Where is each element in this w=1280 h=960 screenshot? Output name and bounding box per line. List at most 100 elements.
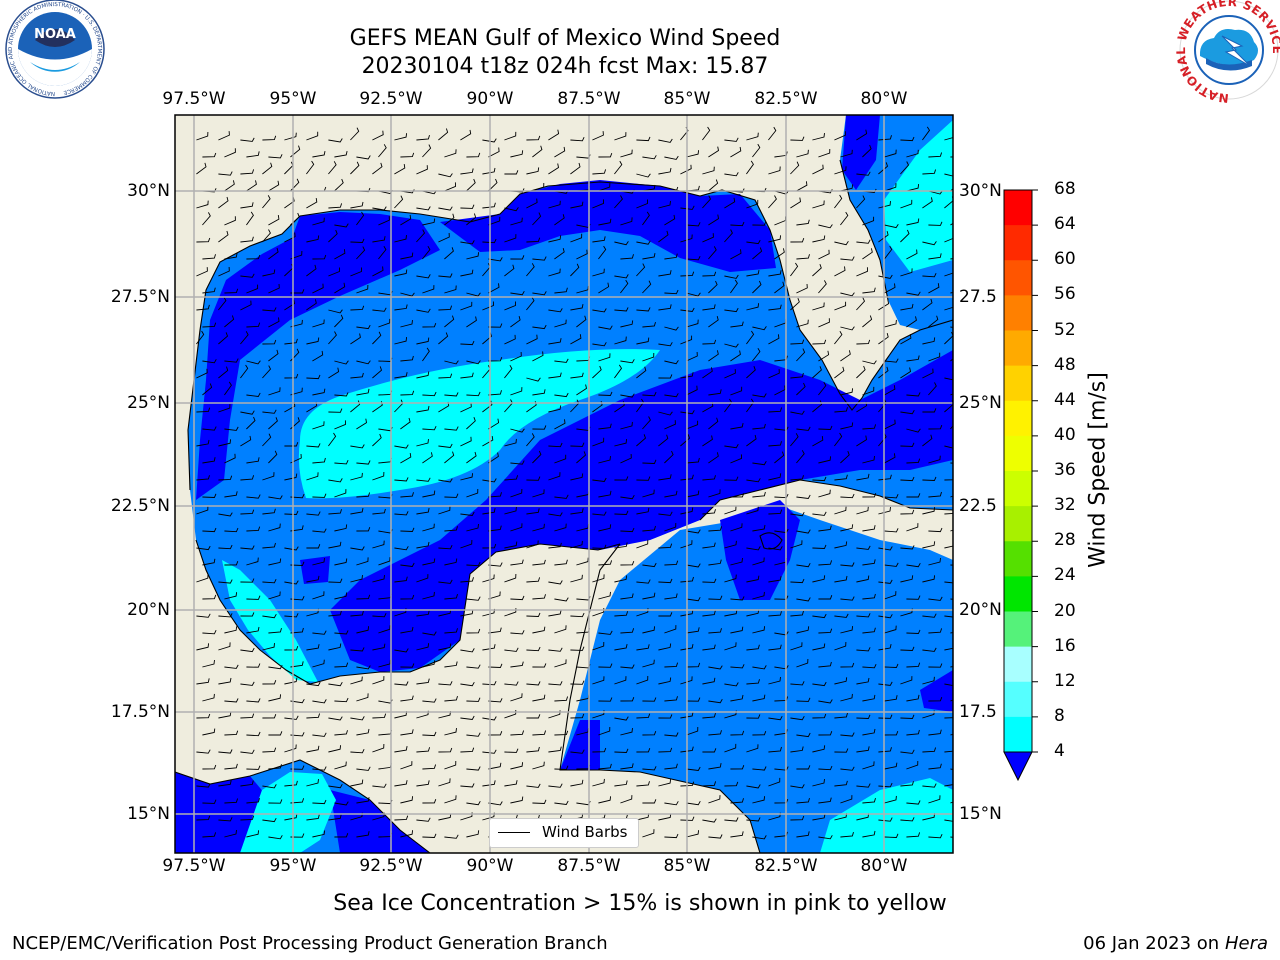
lat-label-left: 30°N	[127, 181, 170, 201]
wind-barb	[202, 832, 217, 838]
wind-barb	[532, 663, 547, 668]
wind-barb	[834, 330, 843, 345]
wind-barb	[416, 817, 431, 822]
wind-barb	[664, 833, 679, 839]
wind-barb	[416, 780, 430, 787]
wind-barb	[680, 712, 694, 719]
wind-barb	[576, 249, 588, 260]
wind-barb	[724, 540, 737, 549]
wind-barb	[576, 451, 587, 464]
wind-barb	[834, 301, 847, 311]
wind-barb	[752, 280, 762, 294]
wind-barb	[592, 574, 605, 583]
wind-barb	[284, 442, 299, 447]
lat-label-left: 22.5°N	[110, 496, 170, 516]
wind-barb	[334, 360, 349, 365]
caribbean-water	[560, 506, 953, 853]
wind-barb	[620, 149, 633, 158]
wind-barb	[504, 748, 519, 753]
wind-barb	[928, 696, 943, 702]
wind-barb	[328, 267, 340, 277]
wind-barb	[438, 545, 453, 550]
wind-barb	[834, 748, 849, 753]
wind-barb	[796, 597, 811, 602]
wind-barb	[878, 162, 889, 175]
wind-barb	[460, 783, 475, 788]
wind-barb	[510, 150, 524, 158]
wind-barb	[504, 681, 519, 686]
wind-barb	[306, 374, 321, 380]
wind-barb	[906, 832, 921, 838]
wind-barb	[636, 173, 651, 178]
wind-barb	[394, 235, 407, 243]
wind-barb	[416, 371, 430, 379]
wind-barb	[224, 561, 239, 566]
wind-barb	[224, 527, 239, 533]
wind-barb	[466, 152, 481, 158]
wind-barb	[334, 833, 349, 838]
wind-barb	[834, 131, 846, 141]
lon-label-top: 82.5°W	[754, 89, 818, 109]
colorbar-tick-label: 12	[1054, 670, 1076, 691]
wind-barb	[350, 127, 360, 141]
wind-barb	[510, 693, 523, 702]
wind-barb	[900, 749, 915, 754]
wind-barb	[752, 796, 766, 804]
wind-barb	[570, 372, 584, 379]
wind-barb	[372, 540, 385, 549]
wind-barb	[790, 339, 805, 345]
wind-barb	[752, 247, 763, 260]
wind-barb	[620, 279, 629, 294]
wind-barb	[592, 308, 607, 313]
wind-barb	[334, 801, 349, 806]
wind-barb	[202, 630, 217, 635]
wind-barb	[262, 307, 277, 312]
wind-barb	[400, 214, 412, 226]
wind-barb	[840, 596, 855, 601]
wind-barb	[224, 358, 239, 363]
wind-barb	[884, 224, 899, 229]
wind-barb	[224, 698, 239, 703]
wind-barb	[268, 835, 283, 840]
wind-barb	[928, 424, 943, 430]
wind-barb	[438, 373, 453, 379]
wind-barb	[862, 694, 876, 702]
wind-barb	[642, 562, 657, 568]
wind-barb	[532, 799, 547, 804]
wind-barb	[862, 728, 876, 736]
wind-barb	[664, 625, 677, 634]
wind-barb	[510, 217, 523, 226]
colorbar-bin	[1004, 190, 1032, 226]
colorbar-bin	[1004, 400, 1032, 437]
wind-barb	[312, 558, 325, 566]
wind-barb	[884, 795, 897, 804]
wind-barb	[224, 730, 239, 736]
wind-barb	[224, 626, 238, 634]
wind-barb	[768, 334, 780, 345]
wind-barb	[290, 732, 305, 737]
wind-barb	[312, 630, 327, 635]
wind-barb	[856, 613, 871, 618]
wind-barb	[328, 138, 343, 143]
wind-barb	[834, 575, 848, 583]
wind-barb	[702, 233, 714, 243]
wind-barb	[400, 320, 413, 328]
wind-barb	[620, 320, 634, 328]
wind-barb	[592, 511, 607, 516]
wind-barb	[642, 730, 657, 736]
wind-barb	[416, 229, 426, 243]
wind-barb	[246, 731, 261, 737]
wind-barb	[598, 456, 611, 464]
wind-barb	[730, 798, 744, 804]
wind-barb	[372, 783, 387, 788]
wind-barb	[284, 645, 299, 651]
wind-barb	[268, 387, 281, 396]
wind-barb	[922, 273, 937, 278]
wind-barb	[768, 611, 782, 617]
wind-barb	[328, 509, 342, 515]
wind-barb	[202, 594, 217, 600]
wind-barb	[510, 762, 524, 770]
wind-barb	[356, 460, 371, 465]
wind-barb	[548, 442, 563, 448]
wind-barb	[312, 493, 327, 498]
